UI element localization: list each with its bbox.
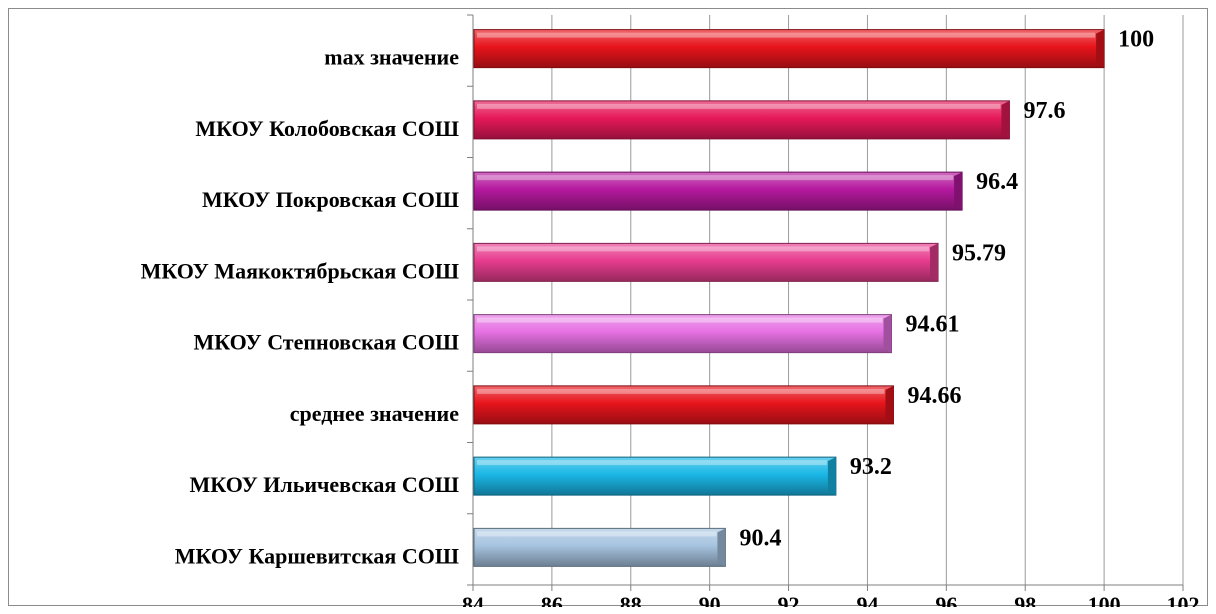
bar-end-cap xyxy=(954,172,963,211)
chart-frame: 84 86 88 90 92 94 96 98 100 102 max значение 100 МКО… xyxy=(8,8,1208,607)
data-label: 94.61 xyxy=(906,312,960,338)
bar xyxy=(473,314,893,354)
x-tick-label: 96 xyxy=(935,592,957,607)
data-label: 96.4 xyxy=(976,169,1018,195)
x-tick-label: 88 xyxy=(620,592,642,607)
x-tick-label: 102 xyxy=(1167,592,1200,607)
bar xyxy=(473,385,894,425)
bar-chart: 84 86 88 90 92 94 96 98 100 102 max значение 100 МКО… xyxy=(141,14,1200,607)
bar-end-cap xyxy=(883,314,892,353)
bar-end-cap xyxy=(827,457,836,496)
bar-end-cap xyxy=(1001,100,1010,139)
category-label: МКОУ Колобовская СОШ xyxy=(195,116,459,141)
bar-highlight xyxy=(477,32,1096,38)
bar-highlight xyxy=(477,460,827,466)
data-label: 90.4 xyxy=(739,525,781,551)
x-tick-label: 84 xyxy=(462,592,484,607)
category-label: max значение xyxy=(324,45,459,70)
bar-highlight xyxy=(477,103,1001,109)
bar-end-cap xyxy=(1096,29,1105,68)
bar-highlight xyxy=(477,175,954,181)
bar-highlight xyxy=(477,531,717,537)
data-label: 100 xyxy=(1118,27,1154,53)
data-label: 95.79 xyxy=(952,240,1006,266)
bar-end-cap xyxy=(885,385,894,424)
bar-highlight xyxy=(477,246,930,252)
category-label: МКОУ Степновская СОШ xyxy=(194,330,459,355)
bar-highlight xyxy=(477,317,883,323)
axes xyxy=(467,14,1184,591)
category-label: МКОУ Ильичевская СОШ xyxy=(190,472,459,497)
x-tick-label: 90 xyxy=(699,592,721,607)
category-label: МКОУ Каршевитская СОШ xyxy=(175,543,459,568)
bar xyxy=(473,527,726,567)
x-tick-label: 94 xyxy=(856,592,878,607)
x-tick-label: 86 xyxy=(541,592,563,607)
category-label: МКОУ Покровская СОШ xyxy=(202,187,459,212)
bar-highlight xyxy=(477,388,885,394)
labels: 84 86 88 90 92 94 96 98 100 102 max значение 100 МКО… xyxy=(141,27,1200,607)
x-tick-label: 92 xyxy=(778,592,800,607)
x-tick-label: 100 xyxy=(1088,592,1121,607)
bar xyxy=(473,29,1105,69)
data-label: 94.66 xyxy=(907,383,961,409)
data-label: 97.6 xyxy=(1023,98,1065,124)
bars xyxy=(473,29,1105,567)
x-tick-label: 98 xyxy=(1014,592,1036,607)
category-label: среднее значение xyxy=(290,401,459,426)
bar xyxy=(473,171,963,211)
bar-end-cap xyxy=(717,528,726,567)
category-label: МКОУ Маякоктябрьская СОШ xyxy=(141,258,459,283)
bar xyxy=(473,242,939,282)
bar-end-cap xyxy=(930,243,939,282)
data-label: 93.2 xyxy=(850,454,892,480)
